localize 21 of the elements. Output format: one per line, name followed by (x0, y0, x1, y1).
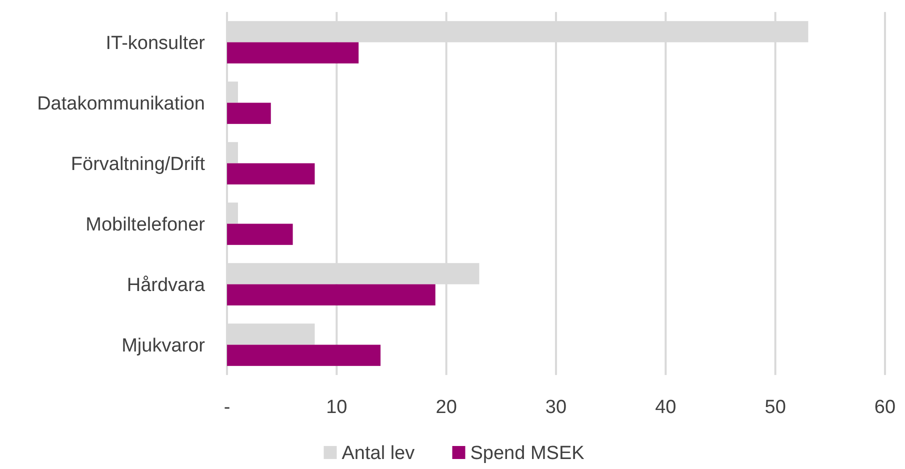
x-tick-label: 50 (764, 397, 786, 418)
bar (227, 344, 381, 366)
x-tick-label: 30 (545, 397, 567, 418)
bar (227, 284, 436, 306)
y-tick-label: IT-konsulter (106, 32, 206, 54)
y-tick-label: Datakommunikation (37, 93, 205, 114)
x-tick-label: 40 (655, 397, 676, 418)
bar (227, 224, 293, 245)
bar (227, 102, 271, 124)
bar (227, 42, 359, 64)
x-tick-label: 60 (874, 397, 896, 418)
y-tick-label: Förvaltning/Drift (70, 154, 206, 175)
y-tick-label: Hårdvara (126, 274, 206, 296)
legend-label: Antal lev (342, 443, 416, 464)
x-tick-label: 20 (436, 397, 457, 418)
y-tick-label: Mobiltelefoner (86, 214, 206, 236)
x-tick-label: - (224, 397, 230, 418)
legend-label: Spend MSEK (470, 443, 585, 464)
bar (227, 163, 315, 184)
x-tick-label: 10 (326, 397, 348, 418)
y-tick-label: Mjukvaror (122, 335, 206, 356)
